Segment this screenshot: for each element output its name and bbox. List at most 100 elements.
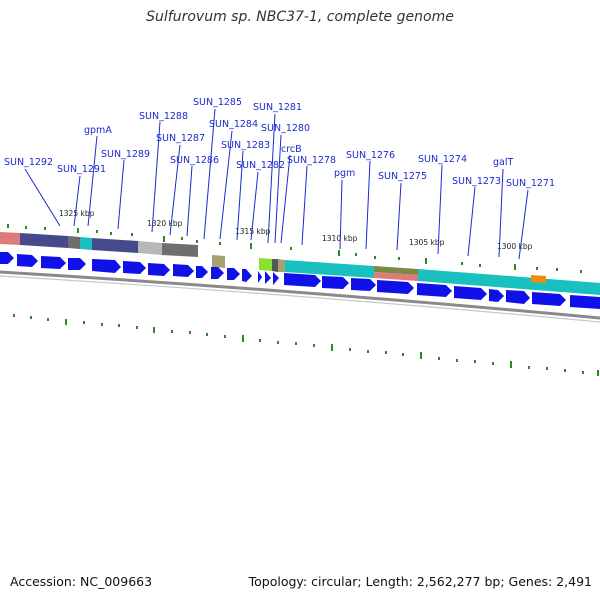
- leader-line: [396, 182, 402, 251]
- kbp-marker-1320: 1320 kbp: [147, 219, 183, 228]
- gene-label-sun-1283: SUN_1283: [221, 140, 270, 151]
- cds-arrow: [17, 254, 38, 267]
- cds-arrow: [227, 268, 240, 280]
- tick-mark: [425, 258, 427, 264]
- tick-mark: [492, 362, 494, 365]
- cog-segment: [80, 237, 92, 250]
- tick-mark: [83, 321, 85, 324]
- tick-mark: [398, 257, 400, 260]
- gene-label-crcb: crcB: [281, 144, 302, 155]
- cds-arrow: [265, 271, 271, 284]
- cds-arrow: [211, 267, 224, 279]
- gene-label-gpma: gpmA: [84, 125, 112, 136]
- cds-arrow: [173, 264, 194, 277]
- cds-arrow: [377, 280, 414, 294]
- gene-label-sun-1271: SUN_1271: [506, 178, 555, 189]
- leader-line: [250, 171, 259, 241]
- tick-mark: [7, 224, 9, 228]
- cog-segment: [212, 255, 225, 268]
- kbp-marker-1305: 1305 kbp: [409, 238, 445, 247]
- leader-line: [236, 150, 244, 241]
- label-leader-lines: [24, 108, 529, 260]
- tick-mark: [47, 318, 49, 321]
- leader-line: [365, 160, 371, 250]
- genome-backbone: [0, 270, 600, 320]
- tick-mark: [153, 327, 155, 333]
- inner-gc-ring: [13, 314, 599, 376]
- leader-line: [186, 165, 193, 237]
- leader-line: [280, 154, 291, 244]
- cog-segment: [531, 275, 546, 283]
- tick-mark: [385, 351, 387, 354]
- leader-line: [339, 179, 343, 250]
- cds-arrow: [242, 269, 252, 282]
- gene-label-sun-1291: SUN_1291: [57, 164, 106, 175]
- cog-segment: [138, 241, 162, 255]
- tick-mark: [597, 370, 599, 376]
- map-title: Sulfurovum sp. NBC37-1, complete genome: [146, 9, 454, 25]
- leader-line: [498, 168, 504, 258]
- kbp-marker-1310: 1310 kbp: [322, 234, 358, 243]
- cog-segment: [92, 238, 138, 253]
- tick-mark: [25, 226, 27, 229]
- cog-segment: [374, 272, 418, 281]
- cds-arrow: [322, 276, 349, 289]
- cog-segment: [20, 233, 68, 248]
- cog-segment: [162, 243, 198, 257]
- gene-label-sun-1285: SUN_1285: [193, 97, 242, 108]
- gene-label-sun-1280: SUN_1280: [261, 123, 310, 134]
- leader-line: [274, 134, 282, 244]
- gene-label-sun-1282: SUN_1282: [236, 160, 285, 171]
- gene-label-sun-1275: SUN_1275: [378, 171, 427, 182]
- cds-arrow: [196, 266, 208, 278]
- tick-mark: [290, 247, 292, 250]
- cds-arrow: [489, 289, 504, 302]
- gene-labels: SUN_1292 SUN_1291 gpmA SUN_1289 SUN_1288…: [4, 97, 555, 189]
- cds-arrow: [258, 271, 262, 283]
- gene-label-pgm: pgm: [334, 168, 355, 179]
- leader-line: [467, 186, 476, 257]
- cds-arrow: [284, 273, 321, 287]
- tick-mark: [171, 330, 173, 333]
- cds-arrow: [570, 295, 600, 309]
- cog-segment: [278, 259, 285, 272]
- tick-mark: [189, 331, 191, 334]
- tick-mark: [224, 335, 226, 338]
- kbp-marker-1300: 1300 kbp: [497, 242, 533, 251]
- tick-mark: [242, 335, 244, 342]
- genome-summary: Topology: circular; Length: 2,562,277 bp…: [248, 574, 592, 589]
- tick-mark: [438, 357, 440, 360]
- tick-mark: [13, 314, 15, 317]
- gene-label-sun-1281: SUN_1281: [253, 102, 302, 113]
- tick-mark: [331, 344, 333, 351]
- tick-mark: [110, 232, 112, 235]
- cds-arrow: [148, 263, 170, 276]
- tick-mark: [556, 268, 558, 271]
- tick-mark: [528, 366, 530, 369]
- outer-tick-ring: [7, 224, 582, 273]
- cog-segment: [0, 232, 20, 245]
- cog-segment: [272, 259, 278, 272]
- cds-arrow: [532, 292, 566, 306]
- kbp-marker-1325: 1325 kbp: [59, 209, 95, 218]
- cds-arrow: [123, 261, 146, 274]
- cds-arrow: [41, 256, 66, 269]
- cds-arrow: [506, 290, 530, 304]
- tick-mark: [196, 240, 198, 243]
- leader-line: [301, 165, 308, 246]
- kbp-marker-1315: 1315 kbp: [235, 227, 271, 236]
- tick-mark: [118, 324, 120, 327]
- leader-line: [203, 108, 216, 240]
- gene-label-sun-1276: SUN_1276: [346, 150, 395, 161]
- tick-mark: [259, 339, 261, 342]
- tick-mark: [461, 262, 463, 265]
- tick-mark: [564, 369, 566, 372]
- tick-mark: [546, 367, 548, 370]
- cog-color-ring: [0, 232, 600, 295]
- cog-segment: [259, 258, 272, 271]
- tick-mark: [536, 267, 538, 270]
- leader-line: [151, 121, 161, 233]
- leader-line: [24, 168, 61, 227]
- tick-mark: [510, 361, 512, 368]
